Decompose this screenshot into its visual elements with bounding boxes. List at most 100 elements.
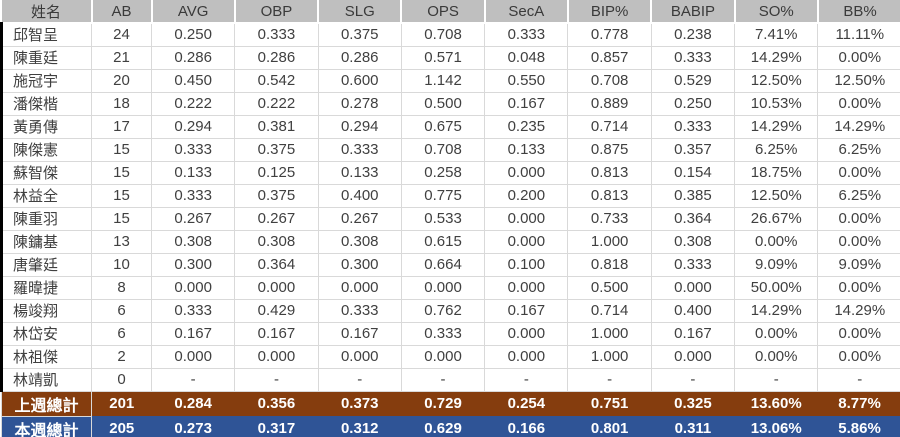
total-label-cell[interactable]: 上週總計 xyxy=(1,390,92,417)
stat-cell-OBP[interactable]: 0.000 xyxy=(234,345,319,369)
stat-cell-BB%[interactable]: 0.00% xyxy=(817,46,900,70)
stat-cell-BABIP[interactable]: 0.238 xyxy=(651,23,736,47)
column-header-BABIP[interactable]: BABIP xyxy=(651,0,736,24)
stat-cell-SO%[interactable]: 12.50% xyxy=(734,184,819,208)
player-name-cell[interactable]: 陳重廷 xyxy=(0,46,92,70)
stat-cell-SLG[interactable]: 0.278 xyxy=(318,92,402,116)
stat-cell-SO%[interactable]: 14.29% xyxy=(734,46,819,70)
player-name-cell[interactable]: 陳鏞基 xyxy=(0,230,92,254)
stat-cell-BIP%[interactable]: 0.714 xyxy=(567,115,652,139)
total-stat-cell-BABIP[interactable]: 0.311 xyxy=(674,420,712,437)
player-name-cell[interactable]: 黃勇傳 xyxy=(0,115,92,139)
stat-cell-SO%[interactable]: 0.00% xyxy=(734,230,819,254)
player-name-cell[interactable]: 施冠宇 xyxy=(0,69,92,93)
stat-cell-BIP%[interactable]: 0.875 xyxy=(567,138,652,162)
stat-cell-AVG[interactable]: 0.333 xyxy=(151,184,236,208)
stat-cell-SLG[interactable]: 0.167 xyxy=(318,322,402,346)
stat-cell-SLG[interactable]: 0.308 xyxy=(318,230,402,254)
stat-cell-SO%[interactable]: 26.67% xyxy=(734,207,819,231)
stat-cell-AVG[interactable]: 0.167 xyxy=(151,322,236,346)
stat-cell-AB[interactable]: 20 xyxy=(91,69,152,93)
column-header-OPS[interactable]: OPS xyxy=(401,0,486,24)
column-header-AB[interactable]: AB xyxy=(91,0,153,24)
stat-cell-SLG[interactable]: - xyxy=(318,368,402,392)
stat-cell-BABIP[interactable]: 0.308 xyxy=(651,230,736,254)
stat-cell-OBP[interactable]: 0.125 xyxy=(234,161,319,185)
stat-cell-SO%[interactable]: - xyxy=(734,368,819,392)
total-stat-cell-SecA[interactable]: 0.254 xyxy=(507,395,546,413)
stat-cell-BABIP[interactable]: 0.167 xyxy=(651,322,736,346)
total-stat-cell-BB%[interactable]: 8.77% xyxy=(838,395,881,413)
stat-cell-SLG[interactable]: 0.286 xyxy=(318,46,402,70)
total-stat-cell-AB[interactable]: 201 xyxy=(109,395,135,413)
stat-cell-SLG[interactable]: 0.333 xyxy=(318,299,402,323)
stat-cell-BABIP[interactable]: 0.529 xyxy=(651,69,736,93)
stat-cell-AB[interactable]: 15 xyxy=(91,138,152,162)
stat-cell-BB%[interactable]: 0.00% xyxy=(817,276,900,300)
column-header-姓名[interactable]: 姓名 xyxy=(1,0,93,24)
stat-cell-OBP[interactable]: - xyxy=(234,368,319,392)
stat-cell-SecA[interactable]: 0.000 xyxy=(484,207,569,231)
stat-cell-BIP%[interactable]: 0.500 xyxy=(567,276,652,300)
total-stat-cell-SLG[interactable]: 0.312 xyxy=(340,420,379,437)
stat-cell-BB%[interactable]: 11.11% xyxy=(817,23,900,47)
stat-cell-OBP[interactable]: 0.333 xyxy=(234,23,319,47)
stat-cell-SLG[interactable]: 0.400 xyxy=(318,184,402,208)
total-stat-cell-BB%[interactable]: 5.86% xyxy=(838,420,881,437)
stat-cell-OPS[interactable]: 0.675 xyxy=(401,115,486,139)
stat-cell-SLG[interactable]: 0.333 xyxy=(318,138,402,162)
stat-cell-SecA[interactable]: 0.550 xyxy=(484,69,569,93)
stat-cell-SecA[interactable]: 0.167 xyxy=(484,299,569,323)
stat-cell-SecA[interactable]: 0.000 xyxy=(484,161,569,185)
stat-cell-OBP[interactable]: 0.308 xyxy=(234,230,319,254)
player-name-cell[interactable]: 潘傑楷 xyxy=(0,92,92,116)
stat-cell-SLG[interactable]: 0.000 xyxy=(318,345,402,369)
stat-cell-OBP[interactable]: 0.222 xyxy=(234,92,319,116)
stat-cell-BB%[interactable]: - xyxy=(817,368,900,392)
stat-cell-SecA[interactable]: 0.000 xyxy=(484,230,569,254)
stat-cell-AB[interactable]: 2 xyxy=(91,345,152,369)
stat-cell-AB[interactable]: 6 xyxy=(91,322,152,346)
stat-cell-OPS[interactable]: 0.708 xyxy=(401,138,486,162)
stat-cell-BB%[interactable]: 14.29% xyxy=(817,299,900,323)
stat-cell-OPS[interactable]: 0.615 xyxy=(401,230,486,254)
stat-cell-BIP%[interactable]: 0.708 xyxy=(567,69,652,93)
stat-cell-SecA[interactable]: 0.133 xyxy=(484,138,569,162)
stat-cell-OPS[interactable]: 0.533 xyxy=(401,207,486,231)
stat-cell-BABIP[interactable]: 0.385 xyxy=(651,184,736,208)
stat-cell-SecA[interactable]: 0.200 xyxy=(484,184,569,208)
stat-cell-AB[interactable]: 18 xyxy=(91,92,152,116)
stat-cell-BABIP[interactable]: 0.333 xyxy=(651,253,736,277)
player-name-cell[interactable]: 林祖傑 xyxy=(0,345,92,369)
total-stat-cell-OBP[interactable]: 0.317 xyxy=(257,420,296,437)
stat-cell-OPS[interactable]: 0.000 xyxy=(401,276,486,300)
total-stat-cell-SLG[interactable]: 0.373 xyxy=(340,395,379,413)
player-name-cell[interactable]: 唐肇廷 xyxy=(0,253,92,277)
stat-cell-AB[interactable]: 21 xyxy=(91,46,152,70)
stat-cell-BB%[interactable]: 0.00% xyxy=(817,207,900,231)
stat-cell-AVG[interactable]: 0.250 xyxy=(151,23,236,47)
stat-cell-BB%[interactable]: 0.00% xyxy=(817,345,900,369)
stat-cell-SO%[interactable]: 14.29% xyxy=(734,299,819,323)
stat-cell-BB%[interactable]: 12.50% xyxy=(817,69,900,93)
total-stat-cell-OPS[interactable]: 0.729 xyxy=(424,395,462,413)
stat-cell-BB%[interactable]: 9.09% xyxy=(817,253,900,277)
stat-cell-AB[interactable]: 6 xyxy=(91,299,152,323)
player-name-cell[interactable]: 邱智呈 xyxy=(0,23,92,47)
player-name-cell[interactable]: 林靖凱 xyxy=(0,368,92,392)
stat-cell-OBP[interactable]: 0.429 xyxy=(234,299,319,323)
stat-cell-BABIP[interactable]: 0.154 xyxy=(651,161,736,185)
stat-cell-BB%[interactable]: 6.25% xyxy=(817,184,900,208)
stat-cell-OPS[interactable]: 0.664 xyxy=(401,253,486,277)
stat-cell-OBP[interactable]: 0.000 xyxy=(234,276,319,300)
total-stat-cell-OPS[interactable]: 0.629 xyxy=(424,420,462,437)
player-name-cell[interactable]: 楊竣翔 xyxy=(0,299,92,323)
stat-cell-BB%[interactable]: 6.25% xyxy=(817,138,900,162)
player-name-cell[interactable]: 蘇智傑 xyxy=(0,161,92,185)
stat-cell-AB[interactable]: 0 xyxy=(91,368,152,392)
stat-cell-OBP[interactable]: 0.364 xyxy=(234,253,319,277)
stat-cell-BIP%[interactable]: - xyxy=(567,368,652,392)
stat-cell-OPS[interactable]: 1.142 xyxy=(401,69,486,93)
column-header-BIP%[interactable]: BIP% xyxy=(567,0,653,24)
stat-cell-BABIP[interactable]: - xyxy=(651,368,736,392)
